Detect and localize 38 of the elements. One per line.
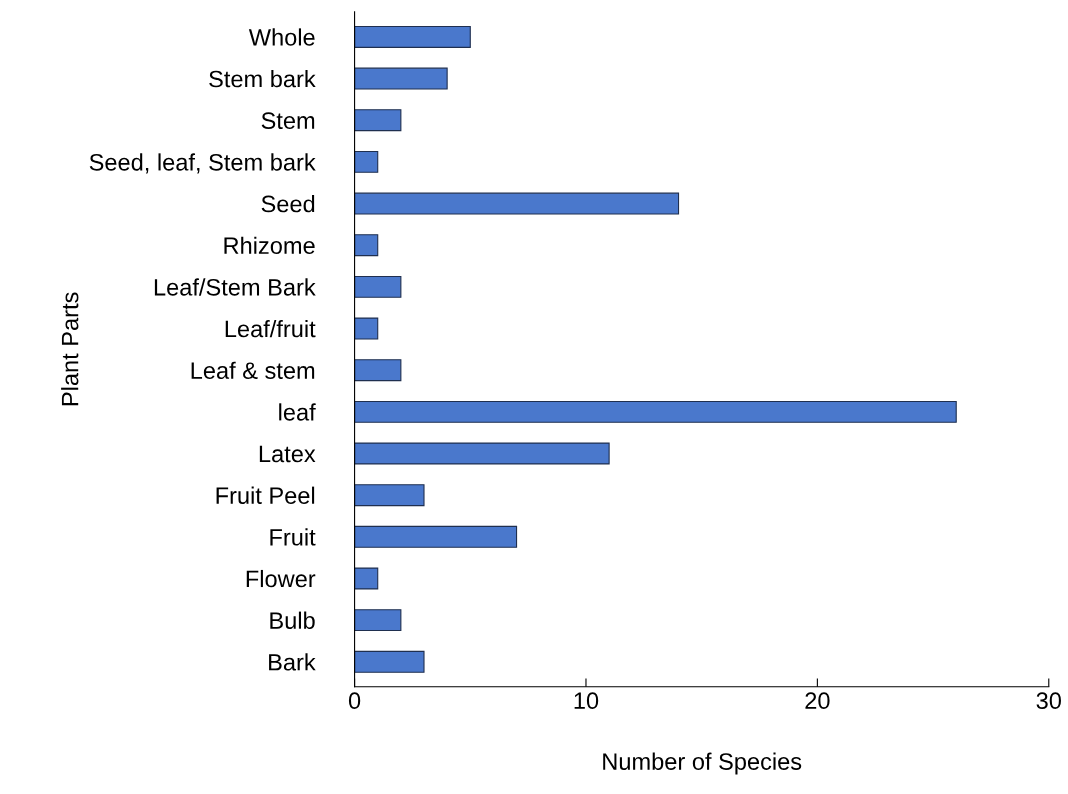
y-tick-label: leaf [279, 403, 316, 421]
bar [354, 192, 680, 215]
bar [354, 400, 957, 423]
y-tick-label: Latex [259, 445, 316, 463]
bar [354, 67, 448, 90]
y-axis-title: Plant Parts [61, 292, 79, 406]
x-tick-label: 10 [574, 692, 599, 710]
bar [354, 609, 402, 632]
y-tick-label: Whole [248, 28, 315, 46]
y-tick-label: Stem bark [209, 70, 316, 88]
y-tick-label: Stem [261, 112, 315, 130]
y-tick-label: Flower [246, 569, 316, 588]
bar [354, 567, 379, 590]
bar [354, 525, 518, 548]
x-axis-title: Number of Species [603, 752, 802, 775]
bar [354, 25, 471, 48]
bar [354, 317, 379, 340]
bar [354, 109, 402, 132]
x-tick-label: 0 [348, 692, 361, 710]
y-tick-label: Fruit [270, 528, 316, 546]
bar [354, 442, 610, 465]
bar [354, 650, 425, 673]
bar [354, 359, 402, 382]
bar [354, 275, 402, 298]
x-tick-label: 30 [1036, 692, 1061, 710]
y-tick-label: Leaf/fruit [225, 319, 316, 338]
x-tick-label: 20 [805, 692, 830, 710]
bar [354, 150, 379, 173]
y-tick-label: Seed [261, 194, 315, 213]
y-tick-label: Bark [269, 653, 316, 671]
y-tick-label: Leaf/Stem Bark [154, 278, 316, 296]
y-tick-label: Leaf & stem [191, 361, 315, 379]
y-tick-label: Seed, leaf, Stem bark [89, 153, 316, 174]
bar [354, 484, 425, 507]
bar [354, 234, 379, 257]
y-tick-label: Bulb [270, 611, 315, 629]
y-tick-label: Rhizome [224, 236, 315, 254]
y-tick-label: Fruit Peel [216, 486, 315, 504]
